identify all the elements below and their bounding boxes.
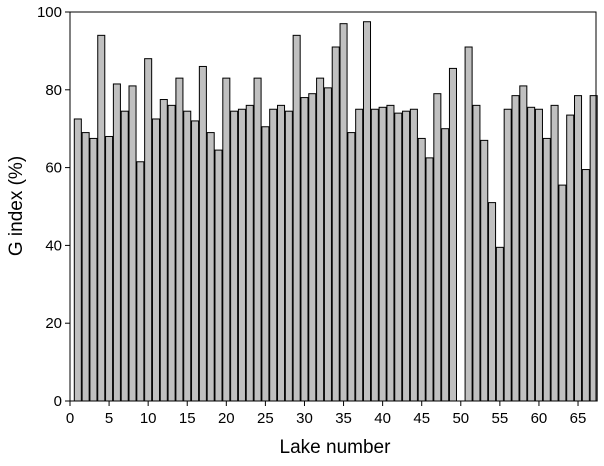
bar	[511, 95, 520, 402]
bar	[73, 118, 82, 402]
bar	[261, 126, 270, 402]
bar	[159, 99, 168, 402]
bar	[89, 137, 98, 402]
bar	[105, 135, 114, 402]
bar	[480, 139, 489, 402]
bar	[519, 85, 528, 402]
bar	[581, 169, 590, 402]
x-tick-label: 30	[296, 410, 313, 427]
bar	[464, 46, 473, 402]
bar	[394, 112, 403, 402]
x-tick-label: 0	[66, 410, 74, 427]
bar	[472, 104, 481, 402]
x-tick-label: 40	[374, 410, 391, 427]
y-tick-label: 100	[37, 4, 62, 21]
y-tick-label: 0	[54, 393, 62, 410]
bar	[386, 104, 395, 402]
bar	[308, 93, 317, 402]
bar	[550, 104, 559, 402]
plot-frame	[69, 11, 597, 402]
bar	[323, 87, 332, 402]
bar	[417, 137, 426, 402]
y-tick-label: 80	[45, 82, 62, 99]
bar	[355, 108, 364, 402]
bar	[448, 67, 457, 402]
bar	[292, 34, 301, 402]
x-tick-label: 25	[257, 410, 274, 427]
bar	[378, 106, 387, 402]
bar	[284, 110, 293, 402]
x-tick-label: 45	[413, 410, 430, 427]
bar	[97, 34, 106, 402]
bar	[81, 132, 90, 402]
bar	[441, 128, 450, 402]
y-tick-label: 60	[45, 160, 62, 177]
bar	[191, 120, 200, 402]
bar	[495, 246, 504, 402]
bar	[362, 21, 372, 402]
y-axis-label: G index (%)	[6, 156, 27, 256]
bar	[237, 108, 246, 402]
bar	[206, 132, 215, 402]
bar	[433, 93, 442, 402]
x-axis-label: Lake number	[280, 437, 392, 458]
bar	[120, 110, 129, 402]
x-tick-label: 10	[140, 410, 157, 427]
bar	[503, 108, 512, 402]
bar	[409, 108, 418, 402]
bar	[534, 108, 543, 402]
bar	[128, 85, 137, 402]
bar	[151, 118, 160, 402]
bar	[198, 65, 207, 402]
bar	[144, 58, 153, 402]
bar	[370, 108, 379, 402]
x-tick-label: 60	[531, 410, 548, 427]
bar	[245, 104, 254, 402]
bar	[402, 110, 411, 402]
bar	[488, 202, 497, 402]
bar	[214, 149, 223, 402]
bar	[542, 137, 551, 402]
x-tick-label: 55	[492, 410, 509, 427]
x-tick-label: 15	[179, 410, 196, 427]
bar	[183, 110, 192, 402]
bar	[347, 132, 356, 402]
bar	[175, 77, 184, 402]
x-tick-label: 35	[335, 410, 352, 427]
x-tick-label: 5	[105, 410, 113, 427]
bar	[566, 114, 575, 402]
bar	[558, 184, 567, 402]
bar	[574, 95, 583, 402]
bar	[339, 23, 348, 402]
bar	[253, 77, 262, 402]
y-tick-label: 40	[45, 237, 62, 254]
bar	[331, 46, 340, 402]
bar	[112, 83, 121, 402]
bar	[167, 104, 176, 402]
bar	[316, 77, 325, 402]
bar	[269, 108, 278, 402]
y-tick-label: 20	[45, 315, 62, 332]
x-tick-label: 20	[218, 410, 235, 427]
bar	[300, 97, 309, 402]
bar	[230, 110, 239, 402]
bar	[222, 77, 231, 402]
x-tick-label: 65	[570, 410, 587, 427]
bar	[277, 104, 286, 402]
x-tick-label: 50	[452, 410, 469, 427]
bar	[425, 157, 434, 402]
bar	[527, 106, 536, 402]
bar	[136, 161, 145, 402]
